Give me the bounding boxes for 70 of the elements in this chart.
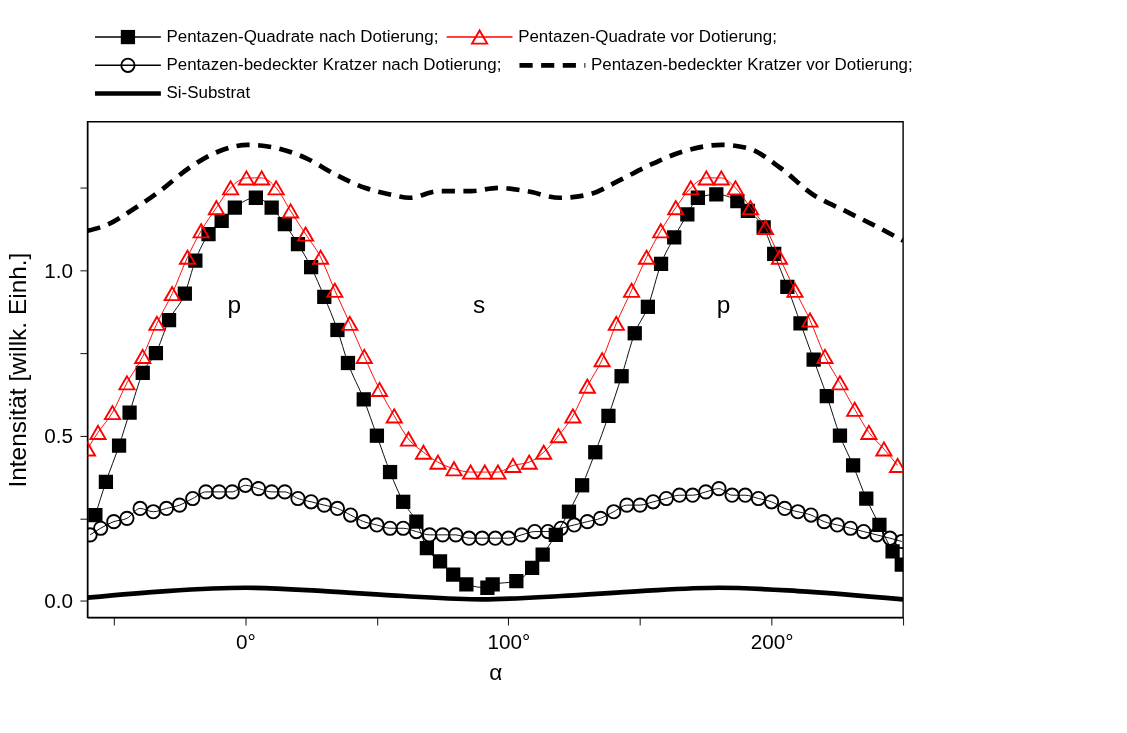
point [593, 352, 611, 368]
point [682, 180, 700, 196]
point [564, 408, 582, 424]
point [414, 444, 432, 460]
point [399, 431, 417, 447]
point [178, 249, 196, 265]
legend-label: Pentazen-bedeckter Kratzer nach Dotierung; [166, 54, 502, 74]
point [652, 223, 670, 239]
point [578, 378, 596, 394]
point [222, 180, 240, 196]
point [875, 441, 893, 457]
y-tick-label: 1.0 [44, 258, 73, 282]
point [831, 375, 849, 391]
point [638, 249, 656, 265]
x-tick-label: 100° [487, 630, 531, 654]
point [445, 461, 463, 477]
y-axis-title: Intensität [willk. Einh.] [4, 252, 32, 488]
point [846, 401, 864, 417]
legend-label: Si-Substrat [166, 83, 251, 103]
annotation: p [716, 290, 731, 318]
point [489, 464, 507, 480]
point [282, 203, 300, 219]
point [297, 226, 315, 242]
point [520, 454, 538, 470]
point [462, 464, 480, 480]
y-tick-label: 0.5 [44, 423, 73, 447]
point [667, 200, 685, 216]
point [192, 223, 210, 239]
legend-label: Pentazen-Quadrate nach Dotierung; [166, 26, 439, 46]
point [712, 170, 730, 186]
point [253, 170, 271, 186]
point [535, 444, 553, 460]
point [726, 180, 745, 196]
point [89, 424, 107, 440]
point [118, 375, 136, 391]
point [476, 464, 494, 480]
y-tick-label: 0.0 [44, 589, 73, 613]
legend-label: Pentazen-Quadrate vor Dotierung; [518, 26, 777, 46]
point [385, 408, 403, 424]
point [341, 315, 359, 331]
point [770, 249, 788, 265]
point [312, 249, 330, 265]
point [504, 457, 522, 473]
point [697, 170, 715, 186]
point [816, 348, 834, 364]
x-tick-label: 200° [750, 630, 794, 654]
point [207, 200, 225, 216]
x-axis-title: α [489, 660, 503, 686]
point [741, 200, 760, 216]
point [801, 312, 819, 328]
x-tick-label: 0° [235, 630, 256, 654]
point [429, 454, 447, 470]
point [371, 381, 389, 397]
point [163, 286, 181, 302]
point [756, 219, 775, 235]
point [607, 315, 625, 331]
point [103, 405, 122, 421]
point [623, 282, 641, 298]
point [786, 282, 804, 298]
annotation: p [227, 290, 242, 318]
point [326, 282, 344, 298]
point [134, 348, 152, 364]
point [355, 348, 373, 364]
point [267, 180, 285, 196]
point [549, 428, 567, 444]
point [860, 424, 878, 440]
point [148, 315, 166, 331]
annotation: s [472, 290, 486, 318]
legend-label: Pentazen-bedeckter Kratzer vor Dotierung; [590, 54, 913, 74]
point [237, 170, 255, 186]
